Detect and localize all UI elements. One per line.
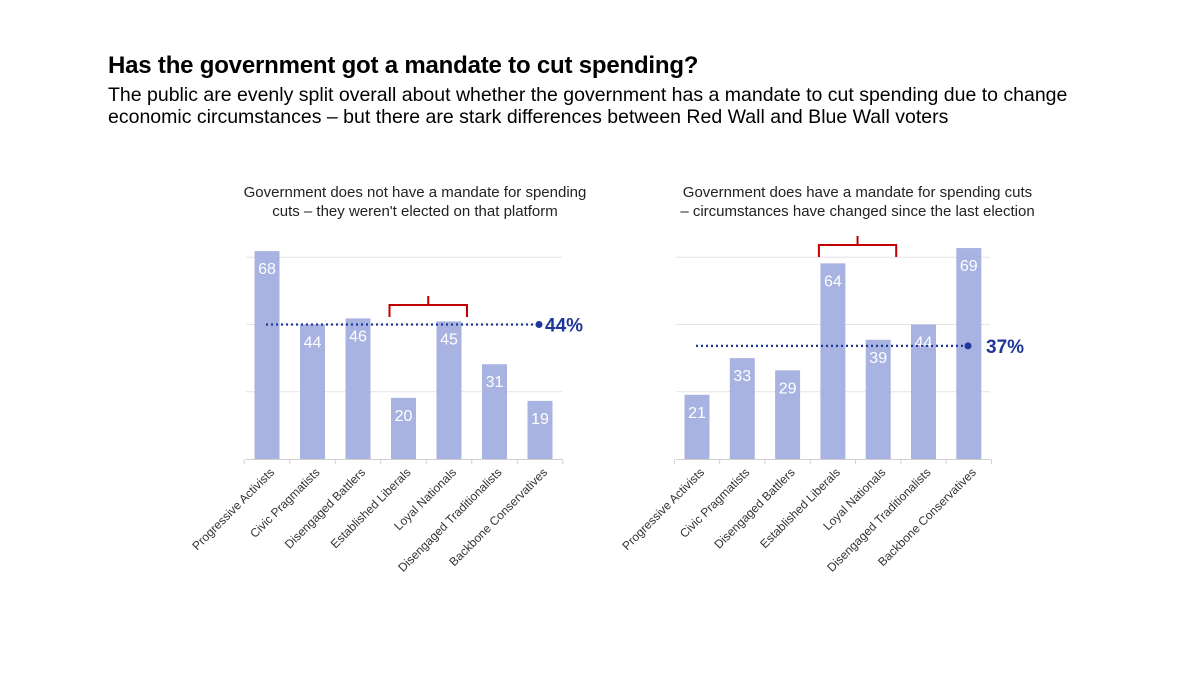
bar-value-label: 19 xyxy=(531,411,549,428)
bar xyxy=(300,324,325,459)
left-chart-title: Government does not have a mandate for s… xyxy=(243,184,587,220)
category-label: Disengaged Battlers xyxy=(282,465,368,551)
average-label: 37% xyxy=(986,337,1024,358)
average-label: 44% xyxy=(545,315,583,336)
bar-value-label: 31 xyxy=(486,374,504,391)
right-chart-title: Government does have a mandate for spend… xyxy=(680,184,1035,220)
bar-value-label: 33 xyxy=(733,368,751,385)
bar xyxy=(345,318,371,459)
average-dot xyxy=(964,342,972,350)
bar-value-label: 68 xyxy=(258,261,276,278)
bar xyxy=(729,358,755,459)
bar-value-label: 29 xyxy=(779,380,797,397)
bar xyxy=(482,364,507,459)
bar xyxy=(391,397,416,459)
bar xyxy=(775,370,801,459)
page-title: Has the government got a mandate to cut … xyxy=(108,52,699,79)
highlight-bracket xyxy=(817,236,898,257)
bar-value-label: 21 xyxy=(688,405,706,422)
category-label: Progressive Activists xyxy=(619,465,707,553)
average-dot xyxy=(535,320,543,328)
bar xyxy=(865,339,891,459)
page-subtitle: The public are evenly split overall abou… xyxy=(108,84,1068,128)
bar xyxy=(254,251,280,459)
bar-value-label: 20 xyxy=(395,408,413,425)
bar-value-label: 44 xyxy=(304,334,322,351)
bar xyxy=(527,400,553,459)
bar-value-label: 64 xyxy=(824,273,842,290)
bar xyxy=(436,321,462,459)
bar xyxy=(820,263,846,459)
bar xyxy=(684,394,710,459)
bar xyxy=(956,248,982,459)
category-label: Disengaged Battlers xyxy=(711,465,797,551)
bar-value-label: 69 xyxy=(960,258,978,275)
category-label: Progressive Activists xyxy=(189,465,277,553)
bar-value-label: 46 xyxy=(349,328,367,345)
bar-value-label: 45 xyxy=(440,331,458,348)
bar-value-label: 44 xyxy=(915,334,933,351)
highlight-bracket xyxy=(388,296,468,317)
bar-value-label: 39 xyxy=(869,350,887,367)
category-label: Established Liberals xyxy=(757,465,843,551)
category-label: Established Liberals xyxy=(328,465,414,551)
